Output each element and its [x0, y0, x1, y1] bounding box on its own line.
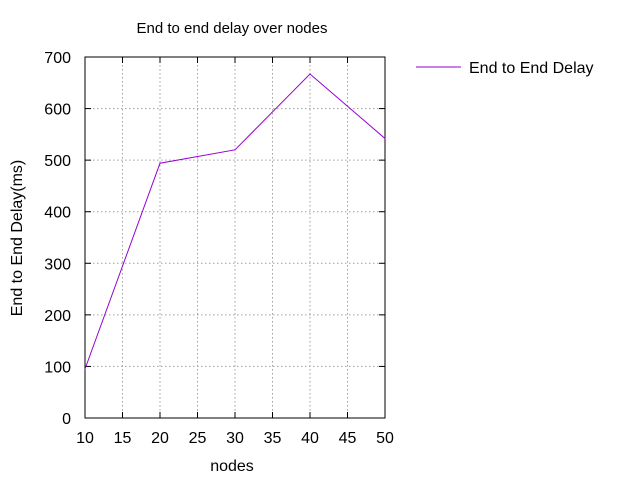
y-tick-label: 0 — [62, 411, 71, 428]
data-point — [384, 137, 386, 140]
x-tick-label: 20 — [151, 430, 169, 447]
x-tick-label: 15 — [114, 430, 132, 447]
x-tick-label: 40 — [301, 430, 319, 447]
x-tick-label: 30 — [226, 430, 244, 447]
data-point — [84, 368, 86, 370]
chart-title: End to end delay over nodes — [137, 20, 328, 37]
y-tick-label: 400 — [44, 205, 71, 222]
x-axis-label: nodes — [210, 458, 254, 475]
y-axis-label: End to End Delay(ms) — [9, 160, 26, 317]
x-tick-label: 25 — [189, 430, 207, 447]
series-layer — [84, 73, 386, 370]
x-tick-label: 50 — [376, 430, 394, 447]
data-point — [159, 162, 161, 164]
grid — [85, 57, 385, 418]
x-tick-label: 45 — [339, 430, 357, 447]
y-tick-label: 600 — [44, 102, 71, 119]
x-tick-label: 35 — [264, 430, 282, 447]
y-tick-label: 500 — [44, 153, 71, 170]
data-point — [309, 73, 311, 75]
y-tick-label: 700 — [44, 50, 71, 67]
legend: End to End Delay — [416, 60, 594, 77]
y-tick-label: 200 — [44, 308, 71, 325]
x-tick-label: 10 — [76, 430, 94, 447]
y-tick-label: 300 — [44, 256, 71, 273]
y-tick-label: 100 — [44, 359, 71, 376]
data-point — [234, 149, 236, 151]
legend-label: End to End Delay — [469, 60, 594, 77]
